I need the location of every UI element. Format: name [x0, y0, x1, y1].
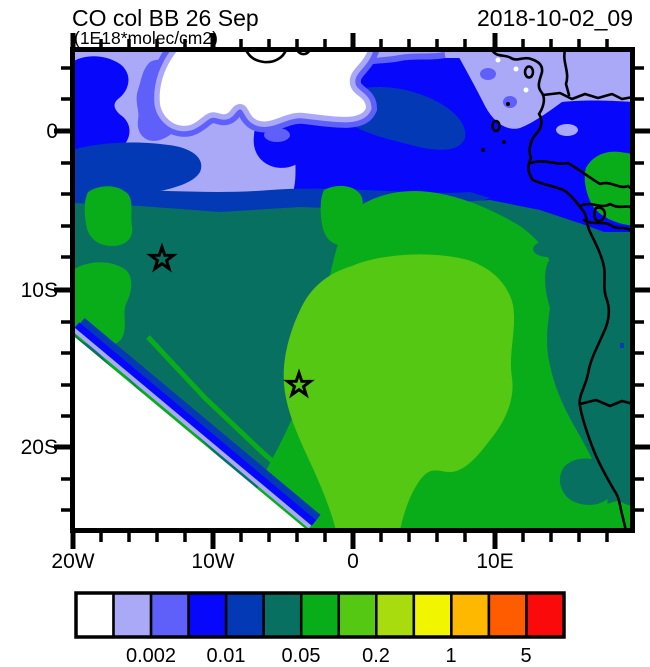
blue-mass-left [72, 56, 130, 159]
plot-title: CO col BB 26 Sep [72, 5, 259, 31]
lavender-coastal-cap [455, 50, 633, 129]
axis-ticks [54, 33, 650, 549]
x-tick-label: 20W [51, 550, 94, 573]
lake-speck [620, 343, 624, 348]
colorbar-cell [262, 591, 303, 639]
coastline [244, 49, 628, 531]
plot-units: (1E18*molec/cm2) [74, 28, 218, 48]
colorbar-cell [375, 591, 416, 639]
white-speck [523, 87, 529, 93]
purple-oval [264, 128, 290, 142]
colorbar-cell [74, 591, 115, 639]
colorbar-cell [299, 591, 341, 639]
colorbar-cell [149, 591, 190, 639]
teal-blob-coast [545, 254, 607, 338]
colorbar-label: 0.002 [126, 645, 176, 667]
colorbar-labels: 0.002 0.01 0.05 0.2 1 5 [126, 645, 532, 667]
green-streak [146, 335, 310, 494]
x-tick-label: 10E [476, 550, 513, 573]
wedge-edge-blue [74, 322, 317, 526]
colorbar-label: 5 [520, 645, 531, 667]
colorbar-cell [337, 591, 378, 639]
lightgreen-core [283, 254, 515, 530]
y-tick-label: 0 [46, 120, 58, 143]
green-patch-topleft [84, 186, 133, 246]
island-outline [491, 119, 501, 133]
white-speck [513, 66, 519, 72]
purple-spot [480, 68, 496, 80]
lavender-oval [556, 124, 578, 136]
y-axis-labels: 0 10S 20S [21, 120, 58, 459]
star-marker-south [283, 368, 315, 399]
colorbar-frame [74, 591, 566, 639]
island-dot [506, 102, 510, 106]
colorbar-cell [525, 591, 566, 639]
colorbar-cell [224, 591, 265, 639]
colorbar-label: 1 [445, 645, 456, 667]
contour-field [72, 49, 633, 531]
island-dot [502, 140, 506, 144]
colorbar-cell [187, 591, 228, 639]
purple-spot [503, 96, 517, 108]
teal-strip-east-of-coast [579, 232, 633, 506]
map-frame [70, 47, 635, 533]
coast-dip-top [244, 49, 288, 64]
white-speck [495, 57, 501, 63]
white-blob-top [159, 50, 368, 126]
green-patch-topcenter [320, 185, 366, 246]
country-borders [529, 49, 633, 408]
navy-band-left [72, 142, 202, 200]
wedge-edge-lavender [72, 327, 312, 529]
island-outline [523, 65, 535, 79]
plot-timestamp: 2018-10-02_09 [477, 5, 633, 31]
colorbar-cell [450, 591, 491, 639]
colorbar-cell [412, 591, 453, 639]
ocean-wedge-white [72, 335, 308, 531]
colorbar-label: 0.01 [207, 645, 246, 667]
x-tick-label: 10W [191, 550, 234, 573]
x-axis-labels: 20W 10W 0 10E [51, 550, 513, 573]
colorbar-label: 0.05 [282, 645, 321, 667]
colorbar: 0.002 0.01 0.05 0.2 1 5 [74, 591, 566, 667]
wedge-edge-navy [79, 317, 321, 522]
y-tick-label: 10S [21, 279, 58, 302]
y-tick-label: 20S [21, 436, 58, 459]
x-tick-label: 0 [347, 550, 359, 573]
colorbar-cell [487, 591, 528, 639]
colorbar-cell [112, 591, 153, 639]
teal-spot [533, 241, 563, 257]
colorbar-label: 0.2 [362, 645, 390, 667]
island-dot [481, 148, 485, 152]
star-marker-north [146, 242, 178, 273]
